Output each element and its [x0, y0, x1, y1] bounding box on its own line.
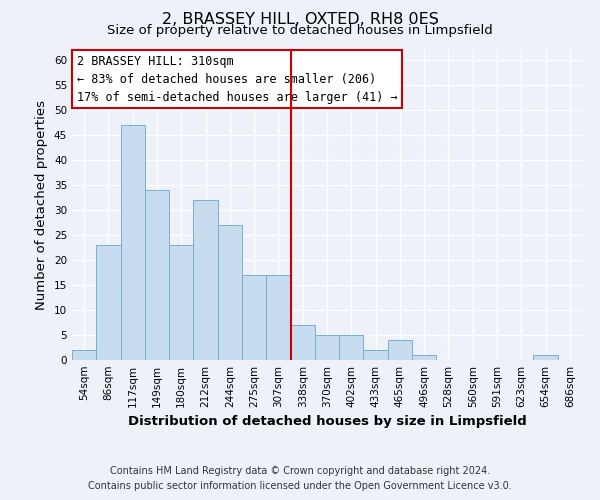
- Bar: [290, 325, 315, 360]
- Bar: [315, 335, 339, 360]
- Bar: [96, 245, 121, 360]
- Y-axis label: Number of detached properties: Number of detached properties: [35, 100, 49, 310]
- Bar: [169, 245, 193, 360]
- Bar: [412, 355, 436, 360]
- Bar: [193, 200, 218, 360]
- Text: 2, BRASSEY HILL, OXTED, RH8 0ES: 2, BRASSEY HILL, OXTED, RH8 0ES: [161, 12, 439, 28]
- Text: Size of property relative to detached houses in Limpsfield: Size of property relative to detached ho…: [107, 24, 493, 37]
- Bar: [533, 355, 558, 360]
- Bar: [242, 275, 266, 360]
- Bar: [72, 350, 96, 360]
- Bar: [364, 350, 388, 360]
- Text: Contains HM Land Registry data © Crown copyright and database right 2024.
Contai: Contains HM Land Registry data © Crown c…: [88, 466, 512, 491]
- Bar: [121, 125, 145, 360]
- Bar: [266, 275, 290, 360]
- Bar: [339, 335, 364, 360]
- Bar: [388, 340, 412, 360]
- Bar: [218, 225, 242, 360]
- Bar: [145, 190, 169, 360]
- Text: 2 BRASSEY HILL: 310sqm
← 83% of detached houses are smaller (206)
17% of semi-de: 2 BRASSEY HILL: 310sqm ← 83% of detached…: [77, 54, 398, 104]
- X-axis label: Distribution of detached houses by size in Limpsfield: Distribution of detached houses by size …: [128, 416, 526, 428]
